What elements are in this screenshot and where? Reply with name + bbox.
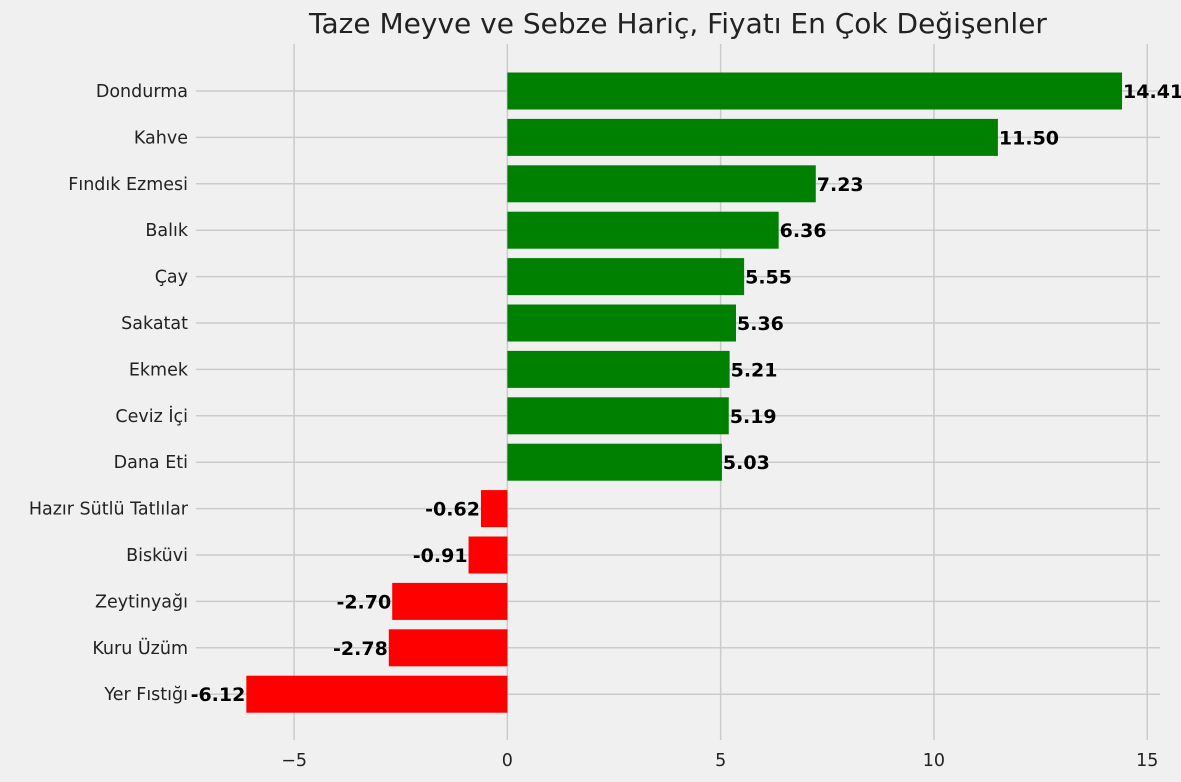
data-label: 7.23 xyxy=(817,174,864,196)
bar-8 xyxy=(507,397,729,435)
data-label: 5.36 xyxy=(737,313,784,335)
y-tick-label: Balık xyxy=(145,221,188,241)
data-label: 5.03 xyxy=(723,452,770,474)
y-tick-label: Bisküvi xyxy=(126,546,188,566)
y-tick-label: Hazır Sütlü Tatlılar xyxy=(29,500,189,520)
y-tick-label: Kahve xyxy=(134,128,188,148)
y-tick-label: Ekmek xyxy=(129,360,189,380)
x-tick-label: 15 xyxy=(1136,751,1158,771)
data-label: 5.21 xyxy=(731,359,778,381)
y-tick-label: Ceviz İçi xyxy=(115,406,188,427)
data-label: 14.41 xyxy=(1123,81,1181,103)
y-tick-label: Dondurma xyxy=(96,82,188,102)
bar-3 xyxy=(507,165,816,203)
data-label: -2.70 xyxy=(336,591,391,613)
data-label: 5.19 xyxy=(730,406,777,428)
data-label: -0.91 xyxy=(413,545,468,567)
data-labels: 14.41 11.50 7.23 6.36 5.55 5.36 5.21 5.19 5.03 -0… xyxy=(191,81,1181,706)
y-tick-label: Kuru Üzüm xyxy=(92,637,188,659)
y-tick-label: Dana Eti xyxy=(114,453,188,473)
bar-10 xyxy=(480,490,508,528)
bar-9 xyxy=(507,443,722,481)
bar-6 xyxy=(507,304,737,342)
data-label: -0.62 xyxy=(425,499,480,521)
y-tick-label: Zeytinyağı xyxy=(95,592,188,612)
bar-14 xyxy=(246,675,508,713)
data-label: 5.55 xyxy=(745,267,792,289)
y-tick-label: Çay xyxy=(155,268,188,288)
data-label: -2.78 xyxy=(333,638,388,660)
y-tick-labels: Dondurma Kahve Fındık Ezmesi Balık Çay Sakata… xyxy=(29,82,189,705)
y-tick-label: Sakatat xyxy=(121,314,188,334)
x-tick-label: 0 xyxy=(502,751,513,771)
x-tick-label: −5 xyxy=(281,751,307,771)
bar-12 xyxy=(392,582,508,620)
data-label: 6.36 xyxy=(780,220,827,242)
chart-title: Taze Meyve ve Sebze Hariç, Fiyatı En Çok… xyxy=(308,7,1047,40)
bar-13 xyxy=(388,629,508,667)
y-tick-label: Fındık Ezmesi xyxy=(68,175,188,195)
bars xyxy=(246,72,1123,713)
bar-11 xyxy=(468,536,508,574)
x-tick-label: 10 xyxy=(923,751,945,771)
bar-1 xyxy=(507,72,1123,110)
bar-5 xyxy=(507,258,745,296)
bar-7 xyxy=(507,350,730,388)
y-tick-label: Yer Fıstığı xyxy=(103,685,188,705)
bar-2 xyxy=(507,118,998,156)
data-label: -6.12 xyxy=(191,684,246,706)
bar-4 xyxy=(507,211,779,249)
x-tick-labels: −5 0 5 10 15 xyxy=(281,751,1158,771)
x-tick-label: 5 xyxy=(715,751,726,771)
data-label: 11.50 xyxy=(999,127,1059,149)
